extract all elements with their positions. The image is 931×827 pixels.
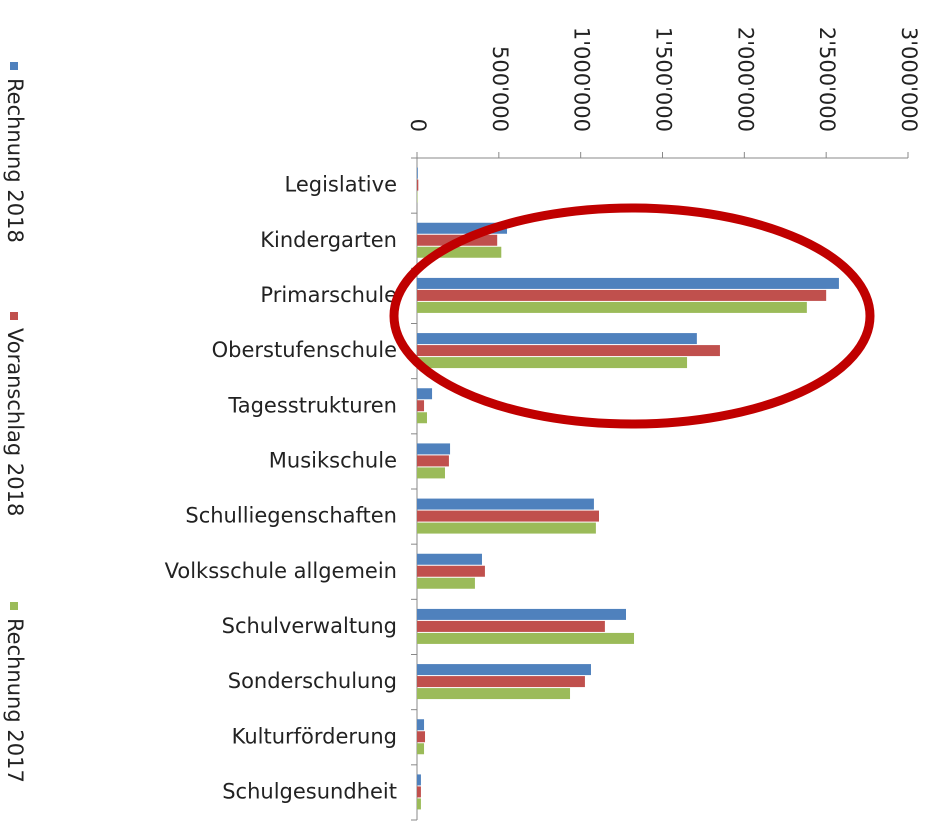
legend-label: Rechnung 2018	[3, 78, 27, 243]
y-tick-label: Kindergarten	[260, 228, 397, 252]
bar	[417, 400, 425, 412]
y-tick-label: Schulgesundheit	[222, 779, 397, 803]
x-tick-label: 2'000'000	[733, 27, 757, 132]
bar	[417, 412, 427, 424]
legend-swatch	[10, 312, 18, 320]
x-tick-label: 3'000'000	[897, 27, 921, 132]
bar	[417, 179, 419, 191]
bar	[417, 676, 585, 688]
x-tick-label: 1'500'000	[652, 27, 676, 132]
y-tick-label: Schulverwaltung	[222, 614, 397, 638]
bar	[417, 510, 599, 522]
y-tick-label: Primarschule	[260, 283, 397, 307]
bar	[417, 688, 571, 700]
bar	[417, 565, 485, 577]
x-tick-label: 2'500'000	[815, 27, 839, 132]
bar	[417, 743, 425, 755]
bar	[417, 620, 605, 632]
bar	[417, 167, 418, 179]
bar	[417, 345, 720, 357]
bar	[417, 467, 445, 479]
legend-swatch	[10, 62, 18, 70]
legend-swatch	[10, 602, 18, 610]
x-tick-label: 0	[406, 119, 430, 132]
bar	[417, 455, 449, 467]
bar	[417, 774, 421, 786]
bar	[417, 388, 433, 400]
bar	[417, 246, 502, 258]
y-tick-label: Legislative	[285, 173, 397, 197]
x-tick-label: 1'000'000	[570, 27, 594, 132]
bar	[417, 357, 688, 369]
bar	[417, 786, 421, 798]
bar	[417, 553, 482, 565]
bar	[417, 577, 475, 589]
y-tick-label: Volksschule allgemein	[165, 559, 397, 583]
legend-label: Voranschlag 2018	[3, 328, 27, 516]
y-tick-label: Sonderschulung	[228, 669, 397, 693]
bar	[417, 719, 425, 731]
y-tick-label: Tagesstrukturen	[227, 393, 397, 417]
y-tick-label: Schulliegenschaften	[185, 504, 397, 528]
bar	[417, 522, 596, 534]
legend-label: Rechnung 2017	[3, 618, 27, 783]
highlight-ellipse	[389, 203, 875, 429]
bar	[417, 333, 697, 345]
y-tick-label: Oberstufenschule	[212, 338, 397, 362]
y-tick-label: Kulturförderung	[232, 724, 397, 748]
y-tick-label: Musikschule	[269, 448, 397, 472]
bar	[417, 443, 451, 455]
bar	[417, 222, 508, 234]
bar	[417, 731, 426, 743]
bar	[417, 277, 839, 289]
bar	[417, 301, 807, 313]
bar	[417, 664, 591, 676]
bar	[417, 798, 421, 810]
bar	[417, 632, 635, 644]
bar	[417, 608, 627, 620]
bar	[417, 498, 594, 510]
bar	[417, 289, 827, 301]
x-tick-label: 500'000	[488, 46, 512, 132]
